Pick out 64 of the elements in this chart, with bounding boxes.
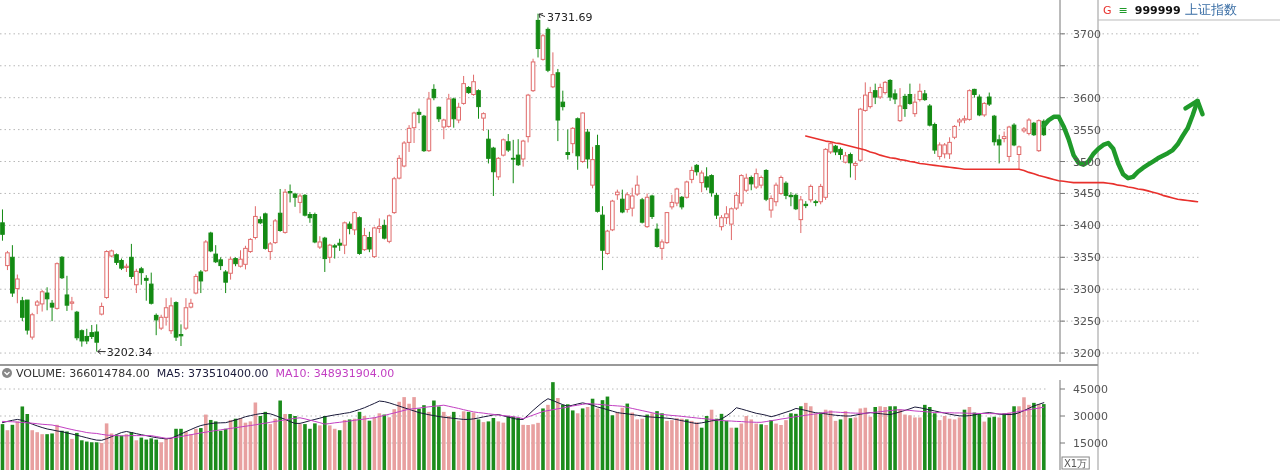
bar bbox=[541, 408, 545, 470]
bar bbox=[278, 400, 282, 470]
bar bbox=[451, 411, 456, 470]
bar bbox=[298, 424, 302, 470]
chart-title: 999999 bbox=[1134, 4, 1181, 17]
bar bbox=[89, 442, 94, 470]
bar bbox=[204, 414, 208, 470]
bar bbox=[323, 416, 327, 470]
y-tick-label: 15000 bbox=[1073, 437, 1108, 450]
bar bbox=[208, 419, 213, 470]
bar bbox=[1012, 406, 1016, 470]
bar bbox=[1007, 412, 1011, 470]
bar bbox=[283, 414, 287, 470]
y-tick-label: 3600 bbox=[1073, 91, 1101, 105]
bar bbox=[144, 439, 149, 470]
bar bbox=[70, 438, 74, 470]
bar bbox=[769, 420, 773, 470]
y-tick-label: 3250 bbox=[1073, 315, 1101, 329]
annotation: MA5: 373510400.00 bbox=[156, 367, 269, 380]
bar bbox=[318, 425, 322, 470]
bar bbox=[332, 428, 337, 470]
bar bbox=[55, 424, 59, 470]
y-axis-title: X1万 bbox=[1064, 458, 1088, 469]
bar bbox=[1037, 404, 1041, 470]
bar bbox=[987, 417, 992, 470]
bar bbox=[1002, 413, 1006, 470]
bar bbox=[199, 428, 203, 470]
annotation: MA10: 348931904.00 bbox=[275, 367, 395, 380]
bar bbox=[556, 398, 560, 470]
bar bbox=[546, 404, 550, 470]
bar bbox=[759, 424, 763, 470]
annotation: G bbox=[1103, 4, 1112, 17]
bar bbox=[645, 414, 649, 470]
y-tick-label: 3450 bbox=[1073, 187, 1101, 201]
bar bbox=[749, 419, 754, 470]
bar bbox=[30, 430, 35, 470]
bar bbox=[551, 382, 555, 470]
bar bbox=[506, 416, 511, 470]
bar bbox=[650, 413, 654, 470]
chart-subtitle: 上证指数 bbox=[1184, 2, 1237, 17]
bar bbox=[685, 419, 689, 470]
y-tick-label: 3700 bbox=[1073, 27, 1101, 41]
y-tick-label: 45000 bbox=[1073, 383, 1108, 396]
y-tick-label: 3300 bbox=[1073, 283, 1101, 297]
bar bbox=[1042, 404, 1046, 470]
annotation: 3202.34 bbox=[106, 345, 153, 359]
annotation: VOLUME: 366014784.00 bbox=[16, 367, 150, 380]
annotation: ≡ bbox=[1118, 4, 1128, 17]
y-tick-label: 3350 bbox=[1073, 251, 1101, 265]
bar bbox=[764, 425, 768, 470]
line-series bbox=[804, 135, 1199, 203]
y-tick-label: 30000 bbox=[1073, 410, 1108, 423]
bar bbox=[997, 417, 1001, 470]
bar bbox=[625, 403, 630, 470]
y-tick-label: 3400 bbox=[1073, 219, 1101, 233]
bar bbox=[1032, 402, 1036, 470]
bar bbox=[427, 411, 431, 470]
bar bbox=[873, 407, 878, 470]
bar bbox=[689, 420, 694, 470]
y-tick-label: 3200 bbox=[1073, 347, 1101, 361]
bar bbox=[630, 412, 635, 470]
y-tick-label: 3550 bbox=[1073, 123, 1101, 137]
bar bbox=[446, 416, 451, 470]
annotation: 3731.69 bbox=[547, 10, 593, 24]
